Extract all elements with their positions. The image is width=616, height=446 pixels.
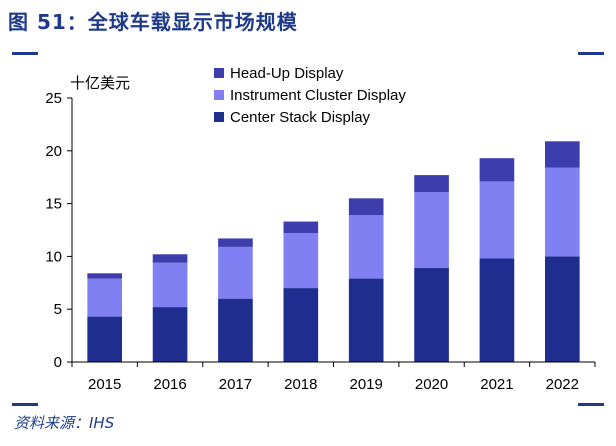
x-tick-label-2017: 2017 <box>219 376 252 393</box>
x-tick-label-2022: 2022 <box>546 376 579 393</box>
bars-layer <box>87 141 580 362</box>
footer-rule-left <box>12 403 38 406</box>
bar-segment-2018-head-up-display <box>283 221 319 234</box>
legend-label-center-stack: Center Stack Display <box>230 108 371 126</box>
y-tick-label-0: 0 <box>54 354 62 371</box>
bar-segment-2022-center-stack-display <box>544 256 580 362</box>
y-tick-label-25: 25 <box>45 90 62 107</box>
bar-segment-2017-head-up-display <box>218 238 253 247</box>
x-tick-label-2016: 2016 <box>153 376 186 393</box>
y-tick-label-15: 15 <box>45 196 62 213</box>
y-unit-label: 十亿美元 <box>70 74 131 92</box>
bar-segment-2022-head-up-display <box>544 141 580 168</box>
bar-segment-2015-head-up-display <box>87 273 123 279</box>
bar-segment-2021-instrument-cluster-display <box>479 181 515 259</box>
title-rule-left <box>12 52 38 55</box>
x-tick-label-2021: 2021 <box>480 376 513 393</box>
figure-title: 图 51：全球车载显示市场规模 <box>8 10 298 34</box>
bar-segment-2020-instrument-cluster-display <box>414 191 449 269</box>
bar-segment-2017-center-stack-display <box>218 298 253 362</box>
legend-label-head-up: Head-Up Display <box>230 64 344 82</box>
legend-swatch-center-stack <box>214 112 224 122</box>
bar-segment-2020-center-stack-display <box>414 268 449 362</box>
legend-item-instrument-cluster: Instrument Cluster Display <box>214 84 406 106</box>
x-tick-label-2019: 2019 <box>350 376 383 393</box>
bar-segment-2016-center-stack-display <box>152 307 188 362</box>
bar-segment-2018-instrument-cluster-display <box>283 233 319 289</box>
bar-segment-2019-head-up-display <box>348 198 384 216</box>
bar-segment-2018-center-stack-display <box>283 288 319 362</box>
x-tick-label-2015: 2015 <box>88 376 121 393</box>
bar-segment-2016-instrument-cluster-display <box>152 262 188 308</box>
legend: Head-Up Display Instrument Cluster Displ… <box>214 62 406 128</box>
y-tick-label-5: 5 <box>54 301 62 318</box>
legend-item-head-up: Head-Up Display <box>214 62 406 84</box>
bar-segment-2021-head-up-display <box>479 158 515 182</box>
bar-segment-2022-instrument-cluster-display <box>544 167 580 257</box>
x-tick-label-2018: 2018 <box>284 376 317 393</box>
bar-segment-2019-instrument-cluster-display <box>348 215 384 279</box>
axes-layer: 0 5 10 15 20 25 2015 2016 2017 2018 2019 2020 2021 20… <box>45 90 596 393</box>
source-note: 资料来源：IHS <box>14 414 115 432</box>
legend-swatch-instrument-cluster <box>214 90 224 100</box>
bar-segment-2021-center-stack-display <box>479 258 515 362</box>
legend-label-instrument-cluster: Instrument Cluster Display <box>230 86 406 104</box>
x-tick-label-2020: 2020 <box>415 376 448 393</box>
title-rule-right <box>578 52 604 55</box>
bar-segment-2015-center-stack-display <box>87 316 123 362</box>
bar-segment-2019-center-stack-display <box>348 278 384 362</box>
bar-segment-2017-instrument-cluster-display <box>218 246 253 299</box>
legend-swatch-head-up <box>214 68 224 78</box>
bar-segment-2020-head-up-display <box>414 175 449 192</box>
y-tick-label-10: 10 <box>45 248 62 265</box>
bar-segment-2016-head-up-display <box>152 254 188 263</box>
bar-segment-2015-instrument-cluster-display <box>87 278 123 317</box>
y-tick-label-20: 20 <box>45 143 62 160</box>
footer-rule-right <box>578 403 604 406</box>
legend-item-center-stack: Center Stack Display <box>214 106 406 128</box>
